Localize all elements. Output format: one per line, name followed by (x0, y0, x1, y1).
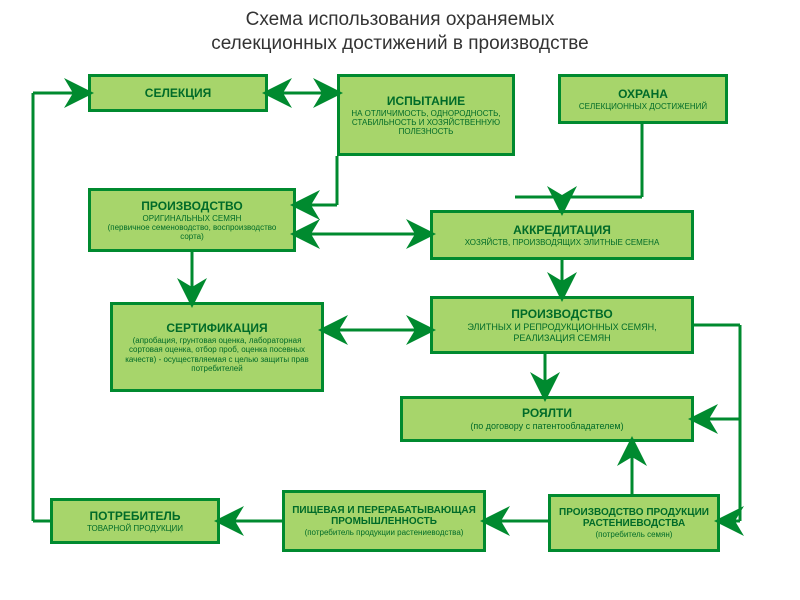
sub: (по договору с патентообладателем) (470, 421, 623, 431)
box-pishevaya: ПИЩЕВАЯ И ПЕРЕРАБАТЫВАЮЩАЯ ПРОМЫШЛЕННОСТ… (282, 490, 486, 552)
label: ПРОИЗВОДСТВО ПРОДУКЦИИ РАСТЕНИЕВОДСТВА (556, 507, 712, 529)
label: ИСПЫТАНИЕ (387, 94, 465, 108)
label: ПИЩЕВАЯ И ПЕРЕРАБАТЫВАЮЩАЯ ПРОМЫШЛЕННОСТ… (290, 505, 478, 527)
label: СЕЛЕКЦИЯ (145, 86, 211, 100)
box-ohrana: ОХРАНА СЕЛЕКЦИОННЫХ ДОСТИЖЕНИЙ (558, 74, 728, 124)
box-proizvodstvo-orig: ПРОИЗВОДСТВО ОРИГИНАЛЬНЫХ СЕМЯН (первичн… (88, 188, 296, 252)
sub: ХОЗЯЙСТВ, ПРОИЗВОДЯЩИХ ЭЛИТНЫЕ СЕМЕНА (465, 238, 660, 247)
box-selekciya: СЕЛЕКЦИЯ (88, 74, 268, 112)
box-proizvodstvo-rast: ПРОИЗВОДСТВО ПРОДУКЦИИ РАСТЕНИЕВОДСТВА (… (548, 494, 720, 552)
box-sertifikaciya: СЕРТИФИКАЦИЯ (апробация, грунтовая оценк… (110, 302, 324, 392)
label: СЕРТИФИКАЦИЯ (166, 321, 267, 335)
label: ПРОИЗВОДСТВО (511, 307, 612, 321)
label: АККРЕДИТАЦИЯ (513, 223, 611, 237)
sub: ТОВАРНОЙ ПРОДУКЦИИ (87, 524, 183, 533)
box-proizvodstvo-elit: ПРОИЗВОДСТВО ЭЛИТНЫХ И РЕПРОДУКЦИОННЫХ С… (430, 296, 694, 354)
diagram-title: Схема использования охраняемых селекцион… (0, 8, 800, 56)
sub: (апробация, грунтовая оценка, лабораторн… (118, 336, 316, 373)
label: РОЯЛТИ (522, 406, 572, 420)
title-line2: селекционных достижений в производстве (211, 33, 589, 54)
box-royalti: РОЯЛТИ (по договору с патентообладателем… (400, 396, 694, 442)
sub: ЭЛИТНЫХ И РЕПРОДУКЦИОННЫХ СЕМЯН, РЕАЛИЗА… (438, 322, 686, 343)
sub: ОРИГИНАЛЬНЫХ СЕМЯН (первичное семеноводс… (96, 214, 288, 242)
label: ПРОИЗВОДСТВО (141, 199, 242, 213)
box-akkreditaciya: АККРЕДИТАЦИЯ ХОЗЯЙСТВ, ПРОИЗВОДЯЩИХ ЭЛИТ… (430, 210, 694, 260)
sub: НА ОТЛИЧИМОСТЬ, ОДНОРОДНОСТЬ, СТАБИЛЬНОС… (345, 109, 507, 137)
box-ispytanie: ИСПЫТАНИЕ НА ОТЛИЧИМОСТЬ, ОДНОРОДНОСТЬ, … (337, 74, 515, 156)
sub: (потребитель продукции растениеводства) (305, 528, 464, 537)
label: ПОТРЕБИТЕЛЬ (90, 509, 181, 523)
sub: (потребитель семян) (596, 530, 673, 539)
sub: СЕЛЕКЦИОННЫХ ДОСТИЖЕНИЙ (579, 102, 707, 111)
label: ОХРАНА (618, 87, 668, 101)
title-line1: Схема использования охраняемых (246, 9, 555, 30)
box-potrebitel: ПОТРЕБИТЕЛЬ ТОВАРНОЙ ПРОДУКЦИИ (50, 498, 220, 544)
